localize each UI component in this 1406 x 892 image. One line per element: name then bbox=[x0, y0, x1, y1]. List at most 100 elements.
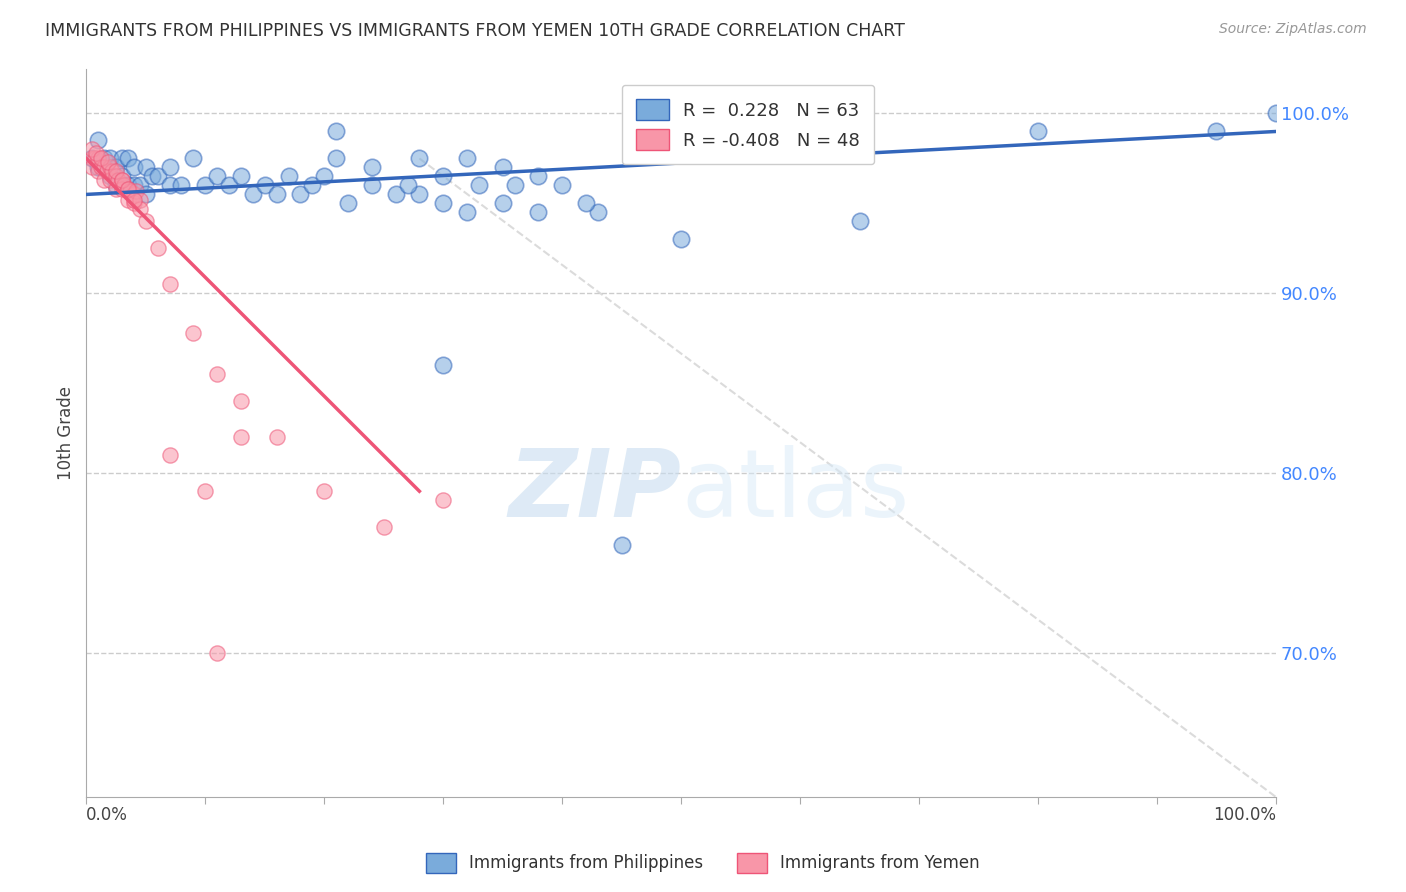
Point bbox=[105, 182, 128, 196]
Point bbox=[93, 152, 115, 166]
Point bbox=[229, 394, 252, 409]
Point bbox=[84, 146, 107, 161]
Point bbox=[551, 178, 574, 193]
Point bbox=[135, 187, 157, 202]
Point bbox=[253, 178, 276, 193]
Point bbox=[120, 184, 142, 198]
Point bbox=[122, 187, 145, 202]
Point bbox=[82, 152, 104, 166]
Point bbox=[128, 193, 150, 207]
Point bbox=[111, 152, 134, 166]
Point bbox=[83, 152, 105, 166]
Point bbox=[527, 205, 550, 219]
Point bbox=[159, 277, 181, 292]
Point bbox=[314, 484, 336, 499]
Point bbox=[87, 164, 110, 178]
Point bbox=[117, 182, 139, 196]
Text: IMMIGRANTS FROM PHILIPPINES VS IMMIGRANTS FROM YEMEN 10TH GRADE CORRELATION CHAR: IMMIGRANTS FROM PHILIPPINES VS IMMIGRANT… bbox=[45, 22, 905, 40]
Point bbox=[111, 173, 134, 187]
Text: 100.0%: 100.0% bbox=[1213, 806, 1277, 824]
Point bbox=[122, 161, 145, 175]
Point bbox=[98, 152, 121, 166]
Point bbox=[90, 152, 112, 166]
Point bbox=[456, 205, 478, 219]
Point bbox=[360, 161, 382, 175]
Y-axis label: 10th Grade: 10th Grade bbox=[58, 385, 75, 480]
Point bbox=[337, 196, 360, 211]
Point bbox=[105, 164, 128, 178]
Text: Source: ZipAtlas.com: Source: ZipAtlas.com bbox=[1219, 22, 1367, 37]
Point bbox=[229, 430, 252, 444]
Point bbox=[82, 143, 104, 157]
Point bbox=[117, 152, 139, 166]
Text: atlas: atlas bbox=[681, 445, 910, 537]
Point bbox=[301, 178, 323, 193]
Point bbox=[384, 187, 406, 202]
Point bbox=[373, 520, 395, 534]
Point bbox=[87, 161, 110, 175]
Point bbox=[159, 448, 181, 462]
Point bbox=[468, 178, 491, 193]
Point bbox=[141, 169, 163, 184]
Point bbox=[170, 178, 193, 193]
Point bbox=[586, 205, 609, 219]
Point bbox=[87, 133, 110, 147]
Point bbox=[90, 161, 112, 175]
Point bbox=[229, 169, 252, 184]
Point bbox=[205, 646, 228, 660]
Legend: R =  0.228   N = 63, R = -0.408   N = 48: R = 0.228 N = 63, R = -0.408 N = 48 bbox=[621, 85, 875, 164]
Point bbox=[112, 178, 135, 193]
Point bbox=[122, 193, 145, 207]
Point bbox=[266, 430, 288, 444]
Point bbox=[117, 182, 139, 196]
Point bbox=[98, 169, 121, 184]
Point bbox=[122, 196, 145, 211]
Point bbox=[93, 161, 115, 175]
Point bbox=[1205, 124, 1227, 138]
Point bbox=[128, 202, 150, 216]
Point bbox=[93, 173, 115, 187]
Point bbox=[183, 152, 205, 166]
Point bbox=[194, 484, 217, 499]
Point bbox=[290, 187, 312, 202]
Point bbox=[325, 152, 347, 166]
Point bbox=[432, 196, 454, 211]
Point bbox=[669, 232, 692, 246]
Point bbox=[117, 193, 139, 207]
Point bbox=[408, 187, 430, 202]
Point bbox=[105, 161, 128, 175]
Point bbox=[205, 169, 228, 184]
Legend: Immigrants from Philippines, Immigrants from Yemen: Immigrants from Philippines, Immigrants … bbox=[419, 847, 987, 880]
Point bbox=[107, 173, 129, 187]
Point bbox=[117, 178, 139, 193]
Point bbox=[82, 152, 104, 166]
Point bbox=[218, 178, 240, 193]
Text: 0.0%: 0.0% bbox=[86, 806, 128, 824]
Point bbox=[575, 196, 598, 211]
Point bbox=[408, 152, 430, 166]
Point bbox=[848, 214, 870, 228]
Point bbox=[111, 169, 134, 184]
Point bbox=[125, 184, 148, 198]
Point bbox=[527, 169, 550, 184]
Point bbox=[98, 173, 121, 187]
Point bbox=[503, 178, 526, 193]
Point bbox=[122, 178, 145, 193]
Point bbox=[360, 178, 382, 193]
Point bbox=[146, 169, 169, 184]
Point bbox=[111, 182, 134, 196]
Point bbox=[146, 241, 169, 255]
Point bbox=[97, 155, 120, 169]
Point bbox=[456, 152, 478, 166]
Point bbox=[135, 214, 157, 228]
Text: ZIP: ZIP bbox=[508, 445, 681, 537]
Point bbox=[159, 178, 181, 193]
Point bbox=[492, 196, 515, 211]
Point bbox=[325, 124, 347, 138]
Point bbox=[194, 178, 217, 193]
Point bbox=[1265, 106, 1288, 120]
Point bbox=[266, 187, 288, 202]
Point bbox=[96, 164, 118, 178]
Point bbox=[432, 359, 454, 373]
Point bbox=[492, 161, 515, 175]
